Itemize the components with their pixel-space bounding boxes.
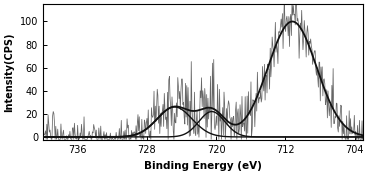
Y-axis label: Intensity(CPS): Intensity(CPS) bbox=[4, 33, 14, 112]
X-axis label: Binding Energy (eV): Binding Energy (eV) bbox=[144, 161, 262, 171]
